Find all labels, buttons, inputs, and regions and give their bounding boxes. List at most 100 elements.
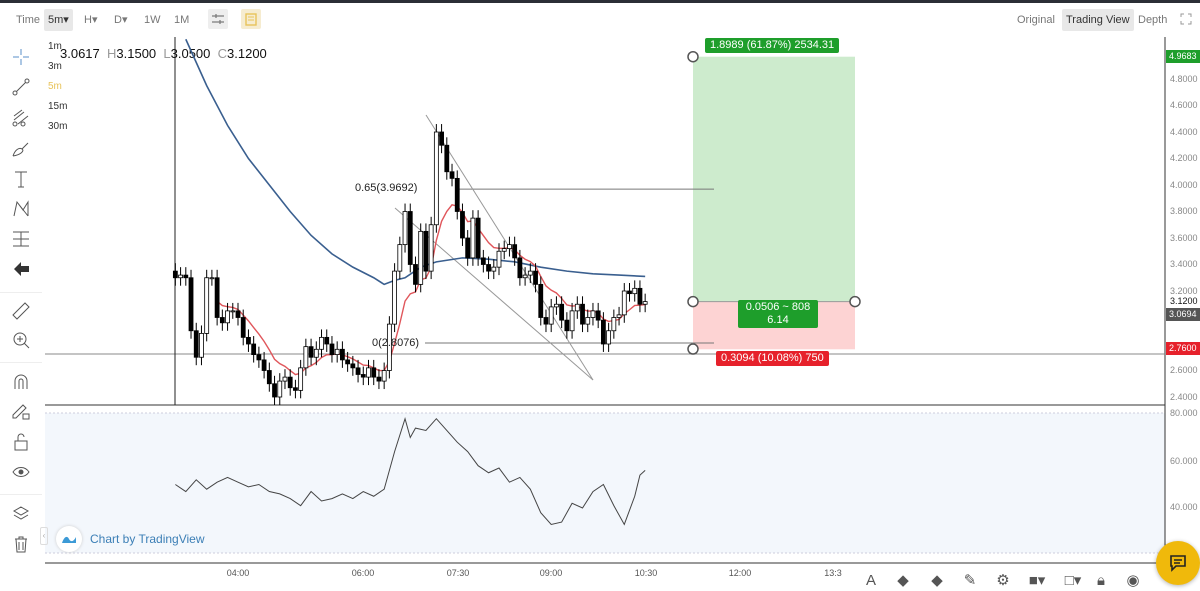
candle-body	[266, 370, 272, 385]
candle-body	[606, 330, 612, 345]
candle-body	[376, 376, 382, 382]
last-price-tag: 3.1200	[1170, 296, 1198, 306]
candle-body	[423, 230, 429, 272]
candle-body	[183, 274, 189, 279]
lock-drawings-icon[interactable]	[10, 400, 32, 422]
candle-body	[564, 319, 570, 332]
background-color-icon[interactable]: ◆	[931, 572, 943, 589]
time-tick: 07:30	[446, 568, 470, 578]
candle-body	[402, 211, 408, 246]
candle-body	[480, 257, 486, 265]
rsi-tick: 60.000	[1170, 456, 1198, 466]
price-tick: 4.6000	[1170, 100, 1198, 110]
candle-body	[439, 131, 444, 146]
candle-body	[465, 237, 471, 259]
candle-body	[632, 287, 638, 295]
candle-body	[313, 348, 319, 358]
candle-body	[293, 387, 298, 391]
toolbar-divider	[0, 292, 42, 293]
style-dropdown-icon[interactable]: ■▾	[1028, 572, 1046, 589]
indicator-settings-icon[interactable]	[208, 9, 228, 29]
candle-body	[334, 348, 340, 355]
week-button[interactable]: 1W	[144, 14, 161, 26]
candle-body	[407, 211, 413, 265]
candle-body	[527, 270, 533, 276]
time-tick: 04:00	[226, 568, 250, 578]
candle-body	[601, 319, 606, 345]
candle-body	[486, 264, 491, 272]
candle-body	[627, 290, 632, 295]
interval-5m[interactable]: 5m	[48, 81, 62, 92]
line-color-icon[interactable]: ✎	[963, 572, 977, 589]
days-dropdown[interactable]: D▾	[114, 14, 128, 26]
brush-icon[interactable]	[10, 138, 32, 160]
price-tick: 3.4000	[1170, 259, 1198, 269]
time-tick: 06:00	[351, 568, 375, 578]
interval-dropdown[interactable]: 5m▾	[44, 9, 73, 31]
view-depth[interactable]: Depth	[1138, 14, 1168, 26]
view-trading-view[interactable]: Trading View	[1062, 9, 1134, 31]
text-style-icon[interactable]: A	[865, 571, 876, 589]
fullscreen-icon[interactable]	[1176, 9, 1196, 29]
pitchfork-icon[interactable]	[10, 107, 32, 129]
month-button[interactable]: 1M	[174, 14, 190, 26]
fib-icon[interactable]	[10, 228, 32, 250]
lock-icon[interactable]: 🔒︎	[1097, 571, 1105, 589]
position-handle	[687, 295, 699, 308]
interval-3m[interactable]: 3m	[48, 61, 62, 72]
trash-icon[interactable]	[10, 533, 32, 555]
unlock-icon[interactable]	[10, 431, 32, 453]
candle-body	[287, 376, 293, 389]
candle-body	[538, 283, 544, 318]
fill-color-icon[interactable]: ◆	[897, 572, 909, 589]
price-tick: 2.6000	[1170, 365, 1198, 375]
tradingview-watermark[interactable]: Chart by TradingView	[56, 526, 205, 552]
interval-1m[interactable]: 1m	[48, 41, 62, 52]
candle-body	[413, 264, 418, 285]
rsi-line	[175, 416, 646, 526]
hours-dropdown[interactable]: H▾	[84, 14, 98, 26]
visibility-icon[interactable]: ◉	[1126, 572, 1140, 589]
position-handle	[687, 50, 699, 63]
view-original[interactable]: Original	[1017, 14, 1055, 26]
layers-icon[interactable]	[10, 503, 32, 525]
fib-level-065[interactable]: 0.65(3.9692)	[355, 182, 418, 194]
target-price-tag: 4.9683	[1166, 50, 1200, 63]
chat-support-button[interactable]	[1156, 541, 1200, 585]
fib-level-0[interactable]: 0(2.8076)	[372, 337, 420, 349]
pattern-icon[interactable]	[10, 198, 32, 220]
back-arrow-icon[interactable]	[10, 258, 32, 280]
clone-dropdown-icon[interactable]: □▾	[1064, 572, 1082, 589]
candle-body	[580, 303, 585, 325]
eye-icon[interactable]	[10, 461, 32, 483]
interval-15m[interactable]: 15m	[48, 101, 68, 112]
interval-30m[interactable]: 30m	[48, 121, 68, 132]
toolbar-divider	[0, 494, 42, 495]
template-icon[interactable]	[241, 9, 261, 29]
candle-body	[246, 336, 251, 345]
candle-body	[324, 336, 330, 345]
position-handle	[849, 295, 861, 308]
candle-body	[621, 290, 627, 316]
collapse-toolbar-icon[interactable]: ‹	[40, 527, 48, 545]
candle-body	[496, 250, 502, 268]
candle-body	[501, 248, 507, 252]
text-tool-icon[interactable]	[10, 168, 32, 190]
candle-body	[569, 310, 575, 332]
crosshair-icon[interactable]	[10, 46, 32, 68]
candle-body	[397, 244, 403, 272]
candle-body	[319, 336, 324, 350]
trend-line-icon[interactable]	[10, 76, 32, 98]
candle-body	[418, 230, 424, 285]
time-tick: 12:00	[728, 568, 752, 578]
candle-body	[470, 217, 476, 259]
position-handle	[687, 343, 699, 355]
magnet-icon[interactable]	[10, 371, 32, 393]
zoom-in-icon[interactable]	[10, 329, 32, 351]
settings-icon[interactable]: ⚙	[996, 572, 1010, 589]
candle-body	[548, 306, 554, 325]
candle-body	[355, 367, 361, 375]
candle-body	[339, 348, 345, 361]
ruler-icon[interactable]	[10, 300, 32, 322]
